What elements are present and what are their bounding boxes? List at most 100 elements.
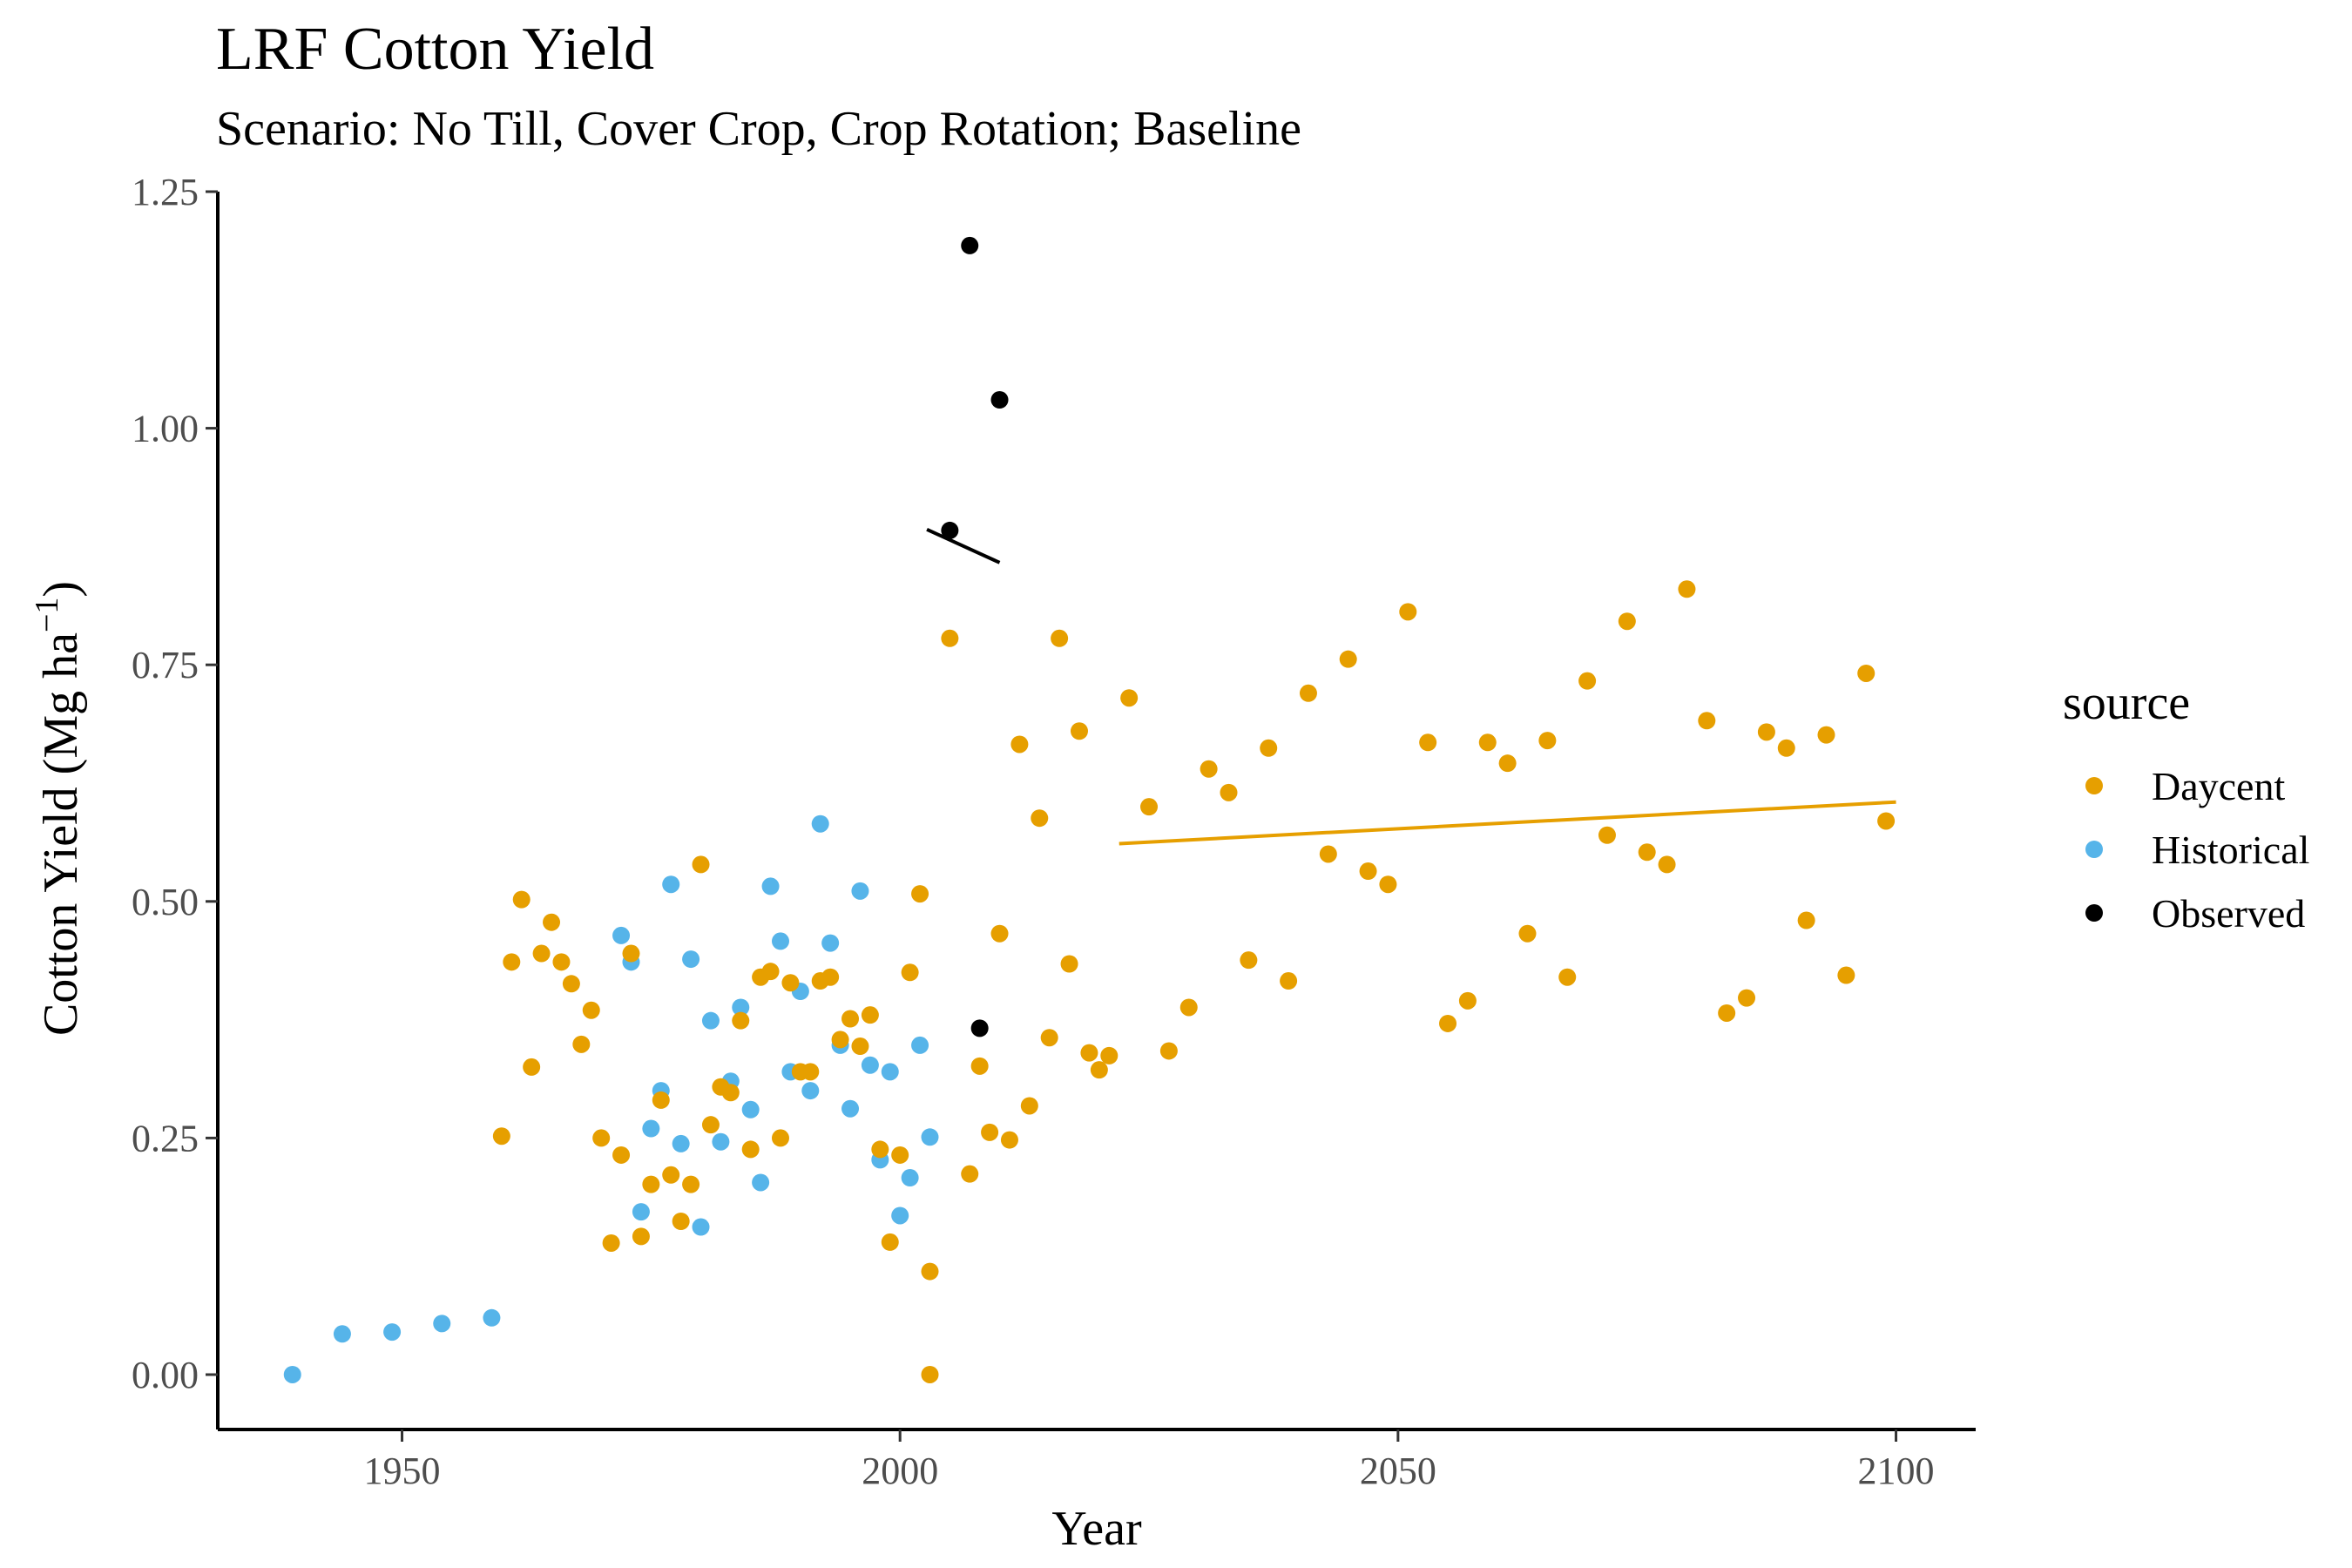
data-point-observed [961, 236, 979, 254]
data-point-daycent [1120, 689, 1139, 707]
data-point-daycent [1140, 798, 1159, 816]
data-point-daycent [1578, 672, 1597, 690]
data-point-daycent [1638, 843, 1656, 862]
data-point-historical [841, 1099, 860, 1118]
data-point-historical [901, 1169, 919, 1187]
data-point-daycent [721, 1084, 740, 1102]
data-point-historical [642, 1119, 660, 1138]
data-point-daycent [652, 1091, 670, 1109]
data-point-daycent [1220, 783, 1238, 801]
trend-line-daycent [1119, 800, 1896, 846]
x-tick-label: 2100 [1858, 1450, 1935, 1492]
legend-label-daycent: Daycent [2152, 764, 2285, 808]
data-point-daycent [552, 953, 571, 971]
data-point-daycent [921, 1365, 939, 1383]
data-point-daycent [1179, 998, 1198, 1017]
data-point-observed [990, 391, 1009, 409]
legend: source Daycent Historical Observed [2063, 676, 2309, 936]
data-point-daycent [990, 924, 1009, 943]
data-point-daycent [821, 968, 840, 986]
data-point-daycent [841, 1010, 860, 1028]
data-point-daycent [1299, 684, 1317, 702]
x-tick-label: 2000 [862, 1450, 938, 1492]
data-point-historical [801, 1082, 820, 1100]
data-point-historical [861, 1056, 879, 1074]
data-point-historical [921, 1128, 939, 1146]
data-point-daycent [851, 1037, 869, 1056]
data-point-daycent [741, 1140, 760, 1159]
data-point-daycent [1837, 966, 1855, 984]
data-point-daycent [1379, 875, 1397, 894]
data-point-daycent [1877, 812, 1896, 830]
data-point-observed [970, 1019, 989, 1037]
legend-swatch-daycent [2085, 777, 2103, 794]
data-point-daycent [543, 913, 561, 931]
y-tick-label: 1.00 [132, 408, 199, 450]
trend-lines [926, 528, 1896, 846]
data-point-historical [692, 1218, 710, 1236]
axes: 1950 2000 2050 2100 0.00 0.25 0.50 0.75 1.00 1.25… [29, 171, 1976, 1556]
data-point-daycent [632, 1227, 650, 1246]
data-point-daycent [592, 1129, 611, 1147]
x-tick-label: 1950 [364, 1450, 441, 1492]
data-point-daycent [981, 1123, 999, 1141]
data-point-daycent [1240, 951, 1258, 970]
data-point-daycent [1817, 726, 1835, 744]
y-tick-label: 0.50 [132, 881, 199, 923]
data-point-daycent [941, 629, 959, 647]
data-point-historical [821, 934, 840, 952]
data-point-daycent [1020, 1097, 1038, 1115]
legend-swatch-observed [2085, 904, 2103, 922]
data-point-daycent [961, 1165, 979, 1183]
data-point-daycent [911, 885, 929, 903]
y-axis-title: Cotton Yield (Mg ha−1) [29, 581, 88, 1036]
data-point-daycent [1159, 1042, 1178, 1060]
data-point-daycent [562, 975, 580, 993]
y-tick-label: 1.25 [132, 171, 199, 213]
data-point-historical [672, 1134, 690, 1152]
data-point-daycent [970, 1057, 989, 1075]
data-point-daycent [881, 1233, 899, 1251]
data-point-daycent [1359, 862, 1377, 881]
data-point-historical [682, 950, 700, 969]
data-point-historical [662, 875, 680, 894]
data-point-daycent [532, 944, 551, 963]
data-point-daycent [1498, 754, 1517, 773]
data-point-daycent [1458, 991, 1477, 1010]
legend-label-historical: Historical [2152, 828, 2309, 872]
data-point-daycent [1558, 968, 1577, 986]
data-point-daycent [831, 1031, 849, 1049]
data-point-historical [811, 814, 829, 833]
data-point-daycent [1280, 972, 1298, 990]
data-point-historical [701, 1011, 720, 1030]
data-point-daycent [492, 1127, 510, 1146]
data-point-daycent [582, 1001, 600, 1019]
data-point-daycent [503, 953, 521, 971]
x-axis-title: Year [1051, 1502, 1142, 1556]
data-point-daycent [921, 1262, 939, 1281]
data-point-daycent [732, 1011, 750, 1030]
data-point-daycent [662, 1166, 680, 1184]
legend-title: source [2063, 676, 2190, 730]
data-point-historical [632, 1203, 650, 1221]
data-point-historical [881, 1063, 899, 1081]
data-point-daycent [1060, 955, 1078, 973]
data-point-historical [891, 1206, 909, 1225]
data-point-daycent [1618, 612, 1636, 631]
data-point-daycent [622, 944, 640, 963]
data-point-daycent [871, 1140, 889, 1159]
data-point-daycent [1658, 855, 1676, 874]
data-point-daycent [692, 855, 710, 874]
data-point-daycent [1010, 735, 1029, 754]
x-tick-label: 2050 [1360, 1450, 1436, 1492]
data-point-daycent [1598, 826, 1616, 844]
data-point-daycent [1439, 1014, 1457, 1032]
legend-swatch-historical [2085, 841, 2103, 858]
data-point-daycent [1698, 712, 1716, 730]
data-point-historical [483, 1308, 501, 1327]
data-point-daycent [602, 1233, 620, 1252]
data-point-daycent [1000, 1131, 1018, 1149]
data-point-daycent [861, 1006, 879, 1024]
data-point-daycent [701, 1116, 720, 1134]
